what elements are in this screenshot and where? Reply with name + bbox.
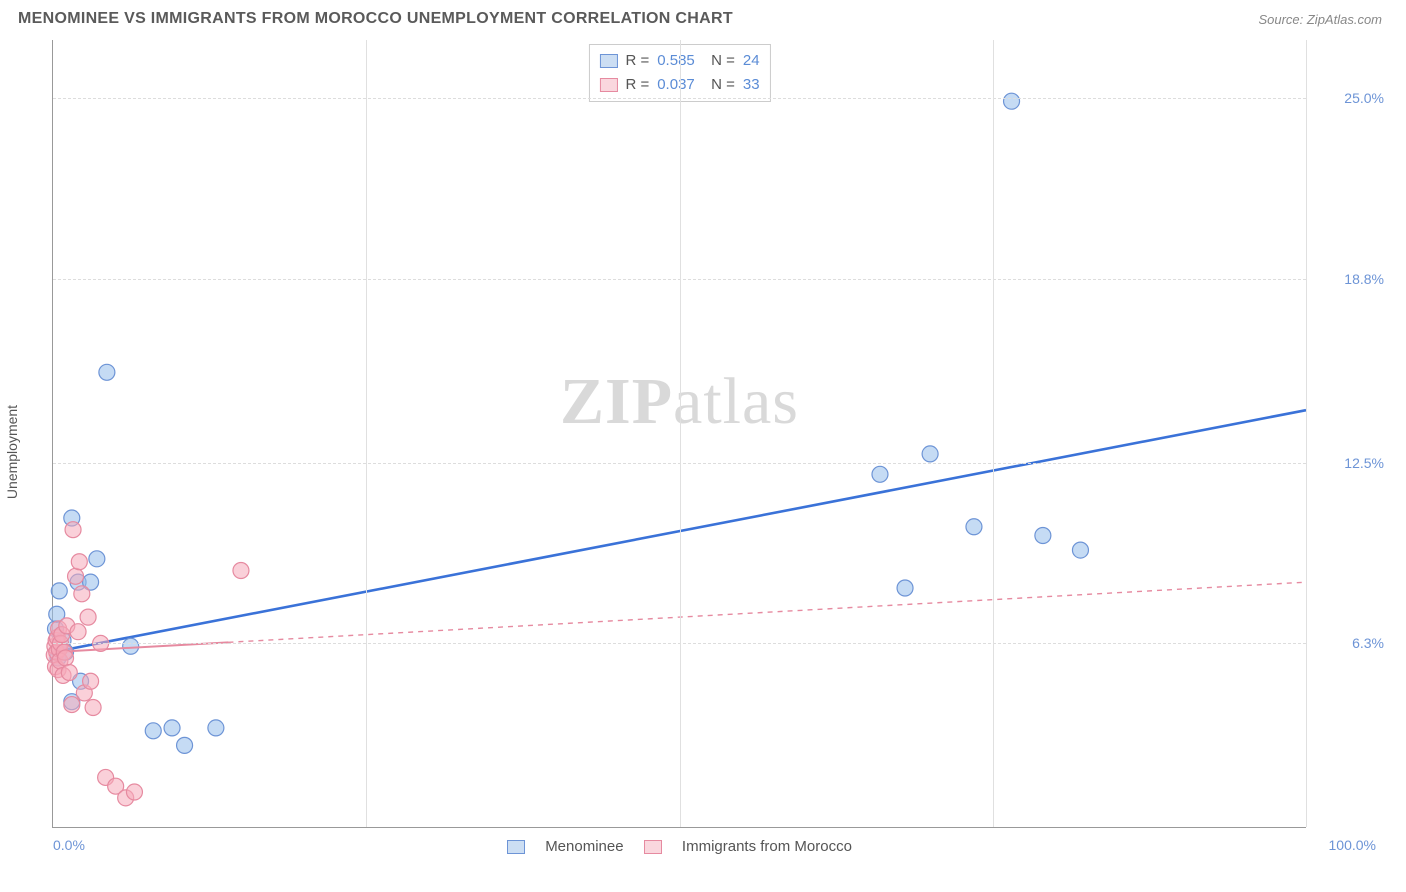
x-axis-max: 100.0% xyxy=(1329,837,1376,853)
legend-label: Immigrants from Morocco xyxy=(682,838,852,855)
swatch-icon xyxy=(507,840,525,854)
swatch-icon xyxy=(644,840,662,854)
chart-container: Unemployment ZIPatlas R = 0.585 N = 24 R… xyxy=(18,40,1388,864)
plot-area: ZIPatlas R = 0.585 N = 24 R = 0.037 N = … xyxy=(52,40,1306,828)
y-tick-label: 18.8% xyxy=(1314,271,1384,287)
legend-label: Menominee xyxy=(545,838,623,855)
chart-title: MENOMINEE VS IMMIGRANTS FROM MOROCCO UNE… xyxy=(18,10,733,28)
y-tick-label: 25.0% xyxy=(1314,90,1384,106)
source-attribution: Source: ZipAtlas.com xyxy=(1258,12,1382,27)
y-axis-label: Unemployment xyxy=(4,405,20,499)
chart-header: MENOMINEE VS IMMIGRANTS FROM MOROCCO UNE… xyxy=(0,0,1406,32)
y-tick-label: 12.5% xyxy=(1314,455,1384,471)
y-tick-label: 6.3% xyxy=(1314,635,1384,651)
series-legend: Menominee Immigrants from Morocco xyxy=(53,838,1306,855)
